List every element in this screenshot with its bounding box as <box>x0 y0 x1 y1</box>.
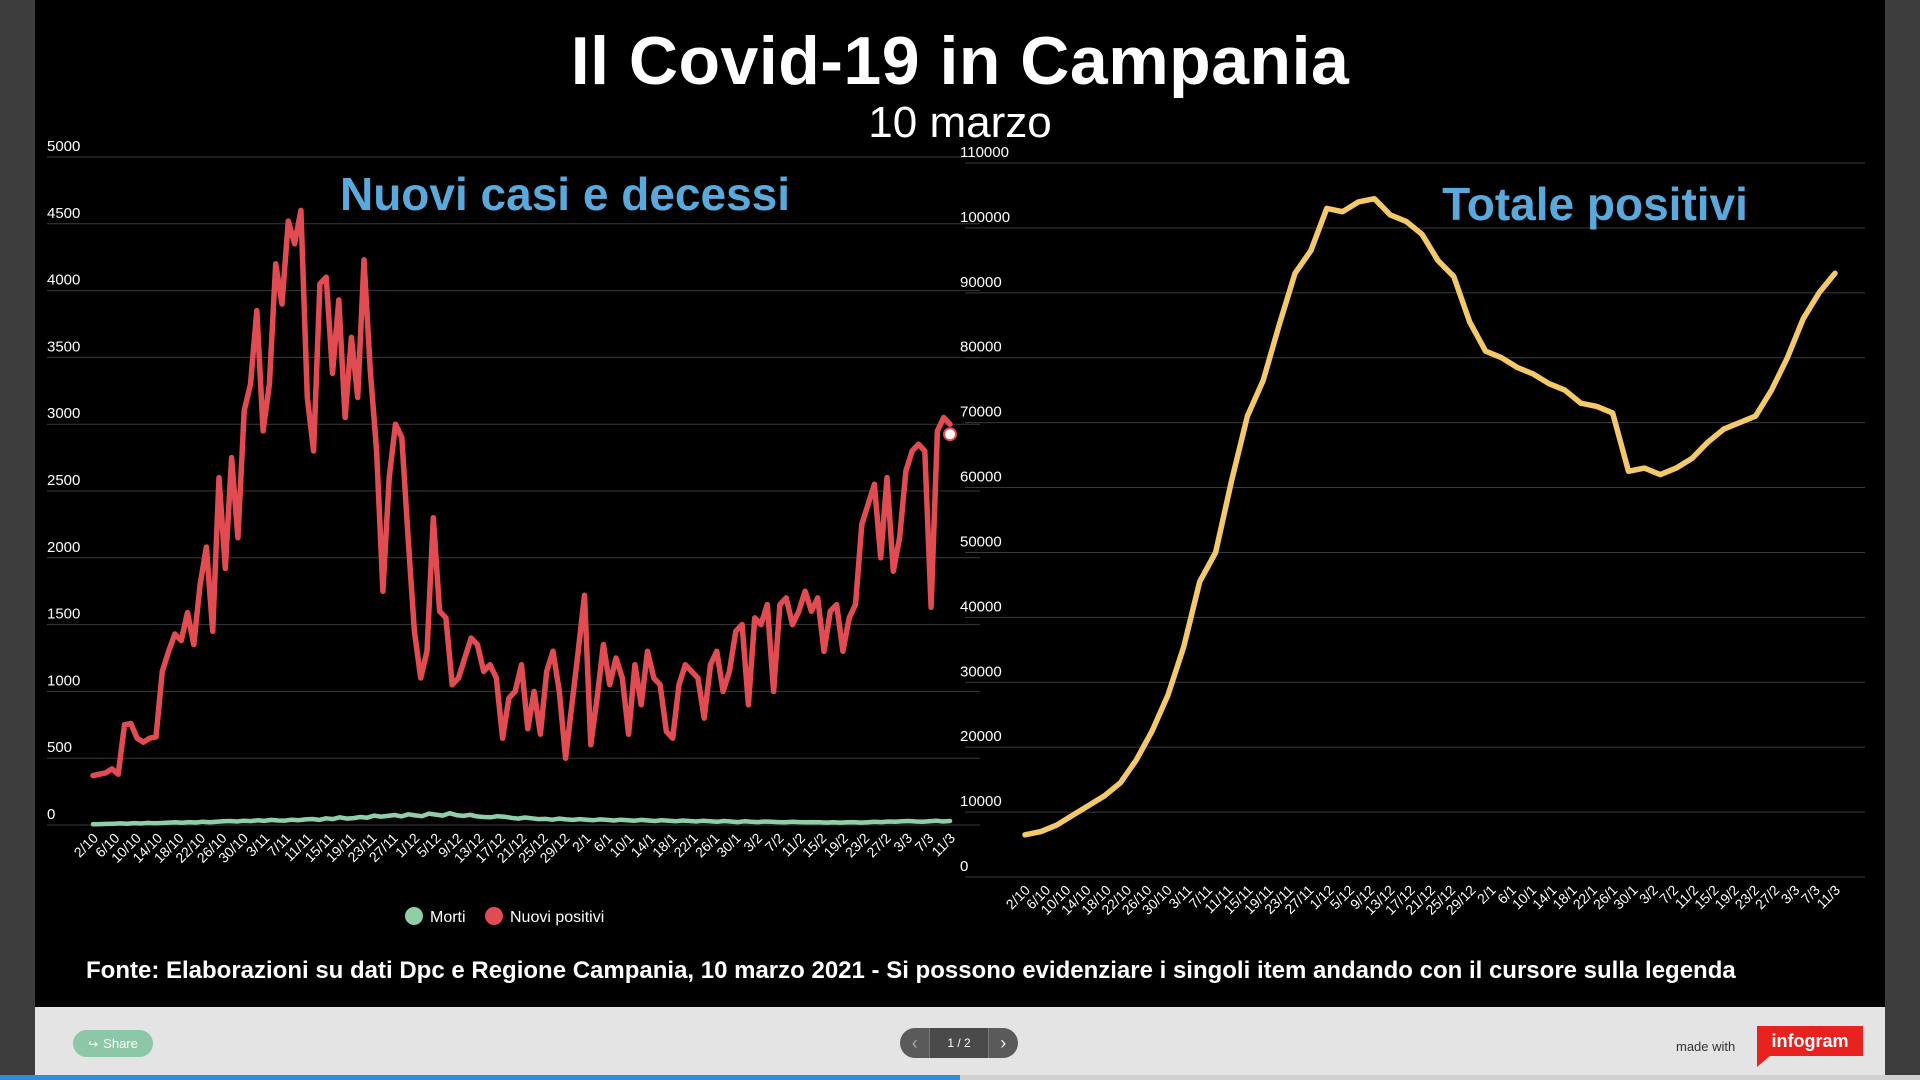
left-chart-y-tick-label: 0 <box>47 806 55 823</box>
made-with-label: made with <box>1676 1039 1736 1054</box>
right-chart-y-tick-label: 60000 <box>960 469 1002 486</box>
infogram-logo-tail <box>1757 1055 1771 1067</box>
left-chart-x-tick-label: 30/1 <box>713 830 744 861</box>
right-chart-y-tick-label: 10000 <box>960 793 1002 810</box>
page-pager: ‹ 1 / 2 › <box>900 1028 1018 1058</box>
left-chart-y-tick-label: 2500 <box>47 472 80 489</box>
share-label: Share <box>103 1036 138 1051</box>
legend-marker-1 <box>485 907 503 925</box>
right-chart-y-tick-label: 30000 <box>960 663 1002 680</box>
left-chart-last-point-marker <box>943 427 957 442</box>
left-chart-y-tick-label: 2000 <box>47 539 80 556</box>
right-chart-x-tick-label: 11/3 <box>1813 882 1843 912</box>
legend-label-0: Morti <box>430 909 466 926</box>
pager-label: 1 / 2 <box>929 1028 989 1058</box>
share-icon: ↪ <box>88 1036 99 1051</box>
share-button[interactable]: ↪ Share <box>73 1030 153 1057</box>
left-chart-y-tick-label: 5000 <box>47 138 80 155</box>
progress-bar <box>0 1075 1920 1080</box>
right-chart-y-tick-label: 40000 <box>960 598 1002 615</box>
infogram-logo[interactable]: infogram <box>1757 1026 1863 1056</box>
page-subtitle: 10 marzo <box>868 98 1052 147</box>
embed-footer-bar: ↪ Share ‹ 1 / 2 › made with infogram <box>35 1007 1885 1080</box>
page-title: Il Covid-19 in Campania <box>570 23 1350 99</box>
left-chart-series-line-1 <box>90 207 953 779</box>
left-chart-chart-title: Nuovi casi e decessi <box>340 168 790 220</box>
chevron-left-icon[interactable]: ‹ <box>900 1028 930 1058</box>
legend-label-1: Nuovi positivi <box>510 909 604 926</box>
left-chart-series-line-0 <box>90 810 953 827</box>
left-chart-x-tick-label: 27/2 <box>863 830 894 861</box>
right-chart-y-tick-label: 110000 <box>960 144 1009 161</box>
right-chart-chart-title: Totale positivi <box>1442 178 1748 230</box>
left-chart-y-tick-label: 4000 <box>47 272 80 289</box>
right-chart-series-line-0 <box>1022 195 1838 838</box>
right-chart-y-tick-label: 50000 <box>960 533 1002 550</box>
charts-svg: 0 500 1000 1500 2000 2500 3000 3500 4000 4500 5000… <box>47 138 1865 926</box>
left-chart-y-tick-label: 1000 <box>47 672 80 689</box>
right-chart-y-tick-label: 70000 <box>960 404 1002 421</box>
left-chart-x-tick-label: 11/3 <box>928 830 958 860</box>
left-chart-y-tick-label: 3500 <box>47 338 80 355</box>
left-chart-y-tick-label: 500 <box>47 739 72 756</box>
left-chart-y-tick-label: 3000 <box>47 405 80 422</box>
left-chart-y-tick-label: 1500 <box>47 606 80 623</box>
progress-fill <box>0 1075 960 1080</box>
right-chart-y-tick-label: 100000 <box>960 209 1010 226</box>
right-chart-y-tick-label: 80000 <box>960 339 1002 356</box>
left-chart-y-tick-label: 4500 <box>47 205 80 222</box>
source-note: Fonte: Elaborazioni su dati Dpc e Region… <box>86 957 1736 984</box>
chevron-right-icon[interactable]: › <box>988 1028 1018 1058</box>
right-chart-y-tick-label: 0 <box>960 858 968 875</box>
right-chart-y-tick-label: 20000 <box>960 728 1002 745</box>
right-chart-y-tick-label: 90000 <box>960 274 1002 291</box>
legend-marker-0 <box>405 907 423 925</box>
chart-frame: Il Covid-19 in Campania 10 marzo 0 500 100… <box>35 0 1885 1007</box>
